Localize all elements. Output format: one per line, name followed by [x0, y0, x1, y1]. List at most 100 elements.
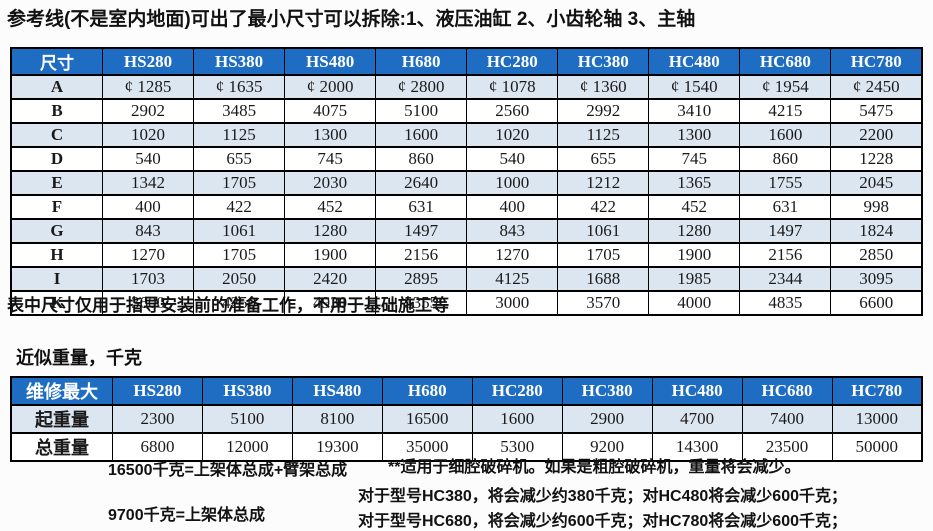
dimension-table-cell: 1703 [101, 266, 195, 292]
dimension-table-cell: 2156 [375, 242, 468, 268]
dimension-table-cell: 452 [648, 194, 741, 220]
dimension-table-cell: 3000 [466, 290, 559, 316]
dimension-table-cell: 4250 [193, 290, 286, 316]
dimension-table-cell: 631 [375, 194, 468, 220]
dimension-table-cell: 1497 [375, 218, 468, 244]
dimension-table-cell: 998 [830, 194, 923, 220]
dimension-table-cell: 2045 [830, 170, 923, 196]
dimension-table-cell: 1212 [557, 170, 650, 196]
dimension-table-cell: 6600 [830, 290, 923, 316]
dimension-table-header-row: 尺寸 HS280 HS380 HS480 H680 HC280 HC380 HC480 HC68… [10, 47, 923, 76]
weight-table-cell: 2300 [112, 404, 203, 434]
dimension-table-cell: 2992 [557, 98, 650, 124]
dimension-table-header-cell-6: HC380 [557, 47, 650, 76]
footnote-left-2: 9700千克=上架体总成 [108, 507, 265, 524]
dimension-table-cell: 745 [284, 146, 377, 172]
dimension-table-cell: 3410 [648, 98, 741, 124]
dimension-table-row-A: A ¢ 1285 ¢ 1635 ¢ 2000 ¢ 2800 ¢ 1078 ¢ 1360 ¢ 1… [10, 74, 923, 100]
weight-table-header-cell-7: HC480 [651, 376, 743, 406]
dimension-table-note: 表中尺寸仅用于指导安装前的准备工作，不用于基础施工等 [7, 296, 449, 315]
weight-table-cell: 19300 [291, 432, 383, 462]
dimension-table-cell: 400 [101, 194, 195, 220]
dimension-table-cell: 2560 [466, 98, 559, 124]
dimension-table-cell: 2895 [375, 266, 468, 292]
dimension-table-cell: 1000 [466, 170, 559, 196]
dimension-table-cell: 1365 [648, 170, 741, 196]
footnote-left-1: 16500千克=上架体总成+臂架总成 [108, 462, 348, 479]
weight-table-header-cell-0: 维修最大 [10, 376, 113, 406]
weight-table-cell: 5100 [201, 404, 293, 434]
weight-table-body: 起重量 2300 5100 8100 16500 1600 2900 4700 7400 1300… [10, 404, 923, 462]
weight-table-header-cell-9: HC780 [831, 376, 923, 406]
footnote-right-2: 对于型号HC380，将会减少约380千克；对HC480将会减少600千克； [358, 488, 848, 505]
dimension-table-cell: ¢ 1285 [101, 74, 195, 100]
dimension-table-cell: ¢ 1540 [648, 74, 741, 100]
weight-table-cell: 7400 [741, 404, 833, 434]
dimension-table-row-label: A [10, 74, 103, 100]
weight-table-head: 维修最大 HS280 HS380 HS480 H680 HC280 HC380 HC480 HC… [10, 376, 923, 406]
dimension-table-cell: ¢ 1954 [739, 74, 832, 100]
dimension-table-cell: 422 [557, 194, 650, 220]
dimension-table-cell: 1600 [375, 122, 468, 148]
dimension-table-cell: 1125 [193, 122, 286, 148]
dimension-table-row-E: E 1342 1705 2030 2640 1000 1212 1365 1755 2045 [10, 170, 923, 196]
dimension-table-cell: 1985 [648, 266, 741, 292]
dimension-table-cell: 1705 [557, 242, 650, 268]
weight-table-cell: 13000 [831, 404, 923, 434]
dimension-table-row-C: C 1020 1125 1300 1600 1020 1125 1300 1600 2200 [10, 122, 923, 148]
dimension-table-cell: 2050 [193, 266, 286, 292]
dimension-table-cell: ¢ 1078 [466, 74, 559, 100]
dimension-table-body: A ¢ 1285 ¢ 1635 ¢ 2000 ¢ 2800 ¢ 1078 ¢ 1360 ¢ 1… [10, 74, 923, 316]
dimension-table-cell: 1705 [193, 170, 286, 196]
dimension-table-cell: 1061 [557, 218, 650, 244]
weight-table-row-label: 总重量 [10, 432, 113, 462]
weight-table-header-cell-2: HS380 [201, 376, 293, 406]
dimension-table-cell: 1497 [739, 218, 832, 244]
dimension-table-cell: 1342 [101, 170, 195, 196]
dimension-table-cell: 1900 [648, 242, 741, 268]
dimension-table-row-H: H 1270 1705 1900 2156 1270 1705 1900 2156 2850 [10, 242, 923, 268]
dimension-table-row-label: G [10, 218, 103, 244]
dimension-table-cell: 1270 [101, 242, 195, 268]
dimension-table-cell: 4930 [284, 290, 377, 316]
dimension-table-header-cell-0: 尺寸 [10, 47, 103, 76]
dimension-table-cell: 860 [375, 146, 468, 172]
dimension-table-cell: ¢ 1360 [557, 74, 650, 100]
weight-table-header-row: 维修最大 HS280 HS380 HS480 H680 HC280 HC380 HC480 HC… [10, 376, 923, 406]
dimension-table-cell: 1300 [648, 122, 741, 148]
dimension-table-cell: 1705 [193, 242, 286, 268]
weight-table-cell: 9200 [561, 432, 653, 462]
dimension-table-row-D: D 540 655 745 860 540 655 745 860 1228 [10, 146, 923, 172]
dimension-table-cell: ¢ 2000 [284, 74, 377, 100]
dimension-table-cell: 4075 [284, 98, 377, 124]
dimension-table-row-label: B [10, 98, 103, 124]
weight-table-row-总重量: 总重量 6800 12000 19300 35000 5300 9200 14300 23500… [10, 432, 923, 462]
dimension-table-cell: ¢ 2450 [830, 74, 923, 100]
dimension-table-header-cell-5: HC280 [466, 47, 559, 76]
dimension-table-head: 尺寸 HS280 HS380 HS480 H680 HC280 HC380 HC480 HC68… [10, 47, 923, 76]
dimension-table-cell: 1900 [284, 242, 377, 268]
weight-table-row-label: 起重量 [10, 404, 113, 434]
dimension-table-cell: 4835 [739, 290, 832, 316]
weight-table-cell: 12000 [201, 432, 293, 462]
dimension-table-row-label: K [10, 290, 103, 316]
dimension-table-cell: 3570 [557, 290, 650, 316]
dimension-table-row-F: F 400 422 452 631 400 422 452 631 998 [10, 194, 923, 220]
dimension-table-cell: ¢ 2800 [375, 74, 468, 100]
weight-table-cell: 2900 [561, 404, 653, 434]
dimension-table-header-cell-9: HC780 [830, 47, 923, 76]
dimension-table-cell: 655 [193, 146, 286, 172]
dimension-table-cell: 1688 [557, 266, 650, 292]
dimension-table-cell: 655 [557, 146, 650, 172]
dimension-table-cell: 5475 [830, 98, 923, 124]
dimension-table-cell: 4000 [648, 290, 741, 316]
dimension-table-cell: ¢ 1635 [193, 74, 286, 100]
weight-table-cell: 50000 [831, 432, 923, 462]
dimension-table-cell: 540 [466, 146, 559, 172]
dimension-table-cell: 3095 [830, 266, 923, 292]
weight-table-row-起重量: 起重量 2300 5100 8100 16500 1600 2900 4700 7400 1300… [10, 404, 923, 434]
weight-table: 维修最大 HS280 HS380 HS480 H680 HC280 HC380 HC480 HC… [10, 376, 923, 462]
dimension-table-cell: 1824 [830, 218, 923, 244]
dimension-table-row-G: G 843 1061 1280 1497 843 1061 1280 1497 1824 [10, 218, 923, 244]
dimension-table-cell: 1061 [193, 218, 286, 244]
